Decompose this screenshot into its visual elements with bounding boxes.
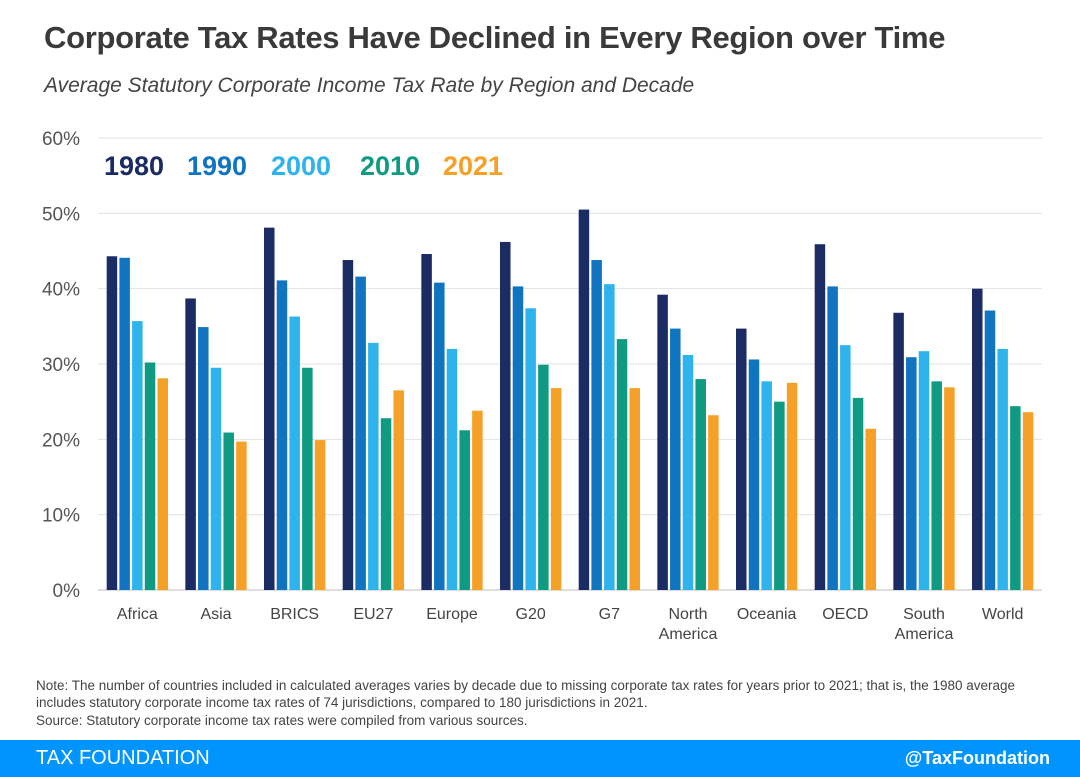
bar-1990	[591, 260, 602, 590]
footer-bar: TAX FOUNDATION @TaxFoundation	[0, 740, 1080, 777]
bar-2021	[944, 387, 955, 590]
x-tick-label: Africa	[117, 606, 158, 623]
bar-1980	[264, 227, 275, 590]
bar-1990	[512, 286, 524, 590]
chart-note: Note: The number of countries included i…	[36, 678, 1016, 710]
bar-2000	[446, 348, 458, 590]
x-tick-label: Oceania	[737, 606, 797, 623]
bar-1990	[434, 282, 445, 590]
bar-chart: 0% 10% 20% 30% 40% 50% 60% Africa Asia BRICS EU27 E…	[42, 129, 1042, 643]
bar-1980	[736, 328, 747, 590]
bar-2021	[393, 390, 404, 590]
bar-2000	[682, 354, 694, 590]
bar-2000	[604, 284, 615, 590]
bar-1980	[106, 256, 118, 590]
legend-item-1980: 1980	[104, 151, 164, 181]
x-tick-label: G20	[516, 606, 546, 623]
bar-1990	[276, 280, 288, 590]
bar-2010	[380, 418, 392, 590]
brand-name[interactable]: TAX FOUNDATION	[36, 747, 210, 769]
bar-2000	[210, 367, 222, 590]
x-tick-label: G7	[599, 606, 620, 623]
bar-2010	[302, 367, 313, 590]
bar-2010	[852, 397, 864, 590]
y-tick-label: 30%	[42, 355, 80, 376]
bar-2021	[314, 440, 326, 590]
x-tick-label: OECD	[822, 606, 868, 623]
bar-2000	[997, 348, 1008, 590]
bar-2021	[157, 378, 168, 590]
x-tick-label: World	[982, 606, 1024, 623]
bar-1990	[748, 359, 760, 590]
bar-1980	[657, 294, 668, 590]
bar-2000	[289, 316, 300, 590]
bar-2021	[1022, 412, 1034, 590]
bar-2000	[840, 345, 851, 590]
x-tick-label: EU27	[353, 606, 393, 623]
bar-2021	[786, 382, 798, 590]
legend-item-2021: 2021	[443, 151, 503, 181]
bar-2000	[918, 351, 930, 590]
y-tick-label: 40%	[42, 280, 80, 301]
chart-subtitle: Average Statutory Corporate Income Tax R…	[44, 74, 695, 97]
bar-2010	[931, 381, 942, 590]
chart-source: Source: Statutory corporate income tax r…	[36, 713, 528, 728]
bar-1990	[119, 257, 130, 590]
bar-2021	[472, 410, 483, 590]
bar-2000	[761, 381, 772, 590]
bar-1990	[355, 276, 366, 590]
bar-1980	[893, 312, 904, 590]
x-tick-label: BRICS	[270, 606, 319, 623]
bar-1980	[972, 288, 983, 590]
bar-2021	[629, 388, 640, 590]
bar-1990	[827, 286, 838, 590]
legend-item-1990: 1990	[187, 151, 247, 181]
bar-1990	[198, 327, 209, 590]
bar-1980	[500, 241, 511, 590]
x-tick-label: Europe	[426, 606, 478, 623]
x-tick-label: South	[903, 606, 945, 623]
y-tick-label: 10%	[42, 506, 80, 527]
bar-2010	[144, 362, 156, 590]
y-tick-label: 60%	[42, 129, 80, 150]
bar-2010	[459, 430, 470, 590]
bar-2000	[132, 321, 143, 590]
bar-1980	[185, 298, 196, 590]
bar-1980	[814, 244, 826, 590]
legend-item-2000: 2000	[271, 151, 331, 181]
bar-1980	[578, 209, 590, 591]
bar-2010	[774, 401, 785, 590]
x-tick-label: America	[895, 626, 954, 643]
bar-1980	[342, 260, 354, 590]
bar-1990	[670, 328, 681, 590]
legend-item-2010: 2010	[360, 151, 420, 181]
chart-title: Corporate Tax Rates Have Declined in Eve…	[44, 20, 946, 55]
bar-2021	[865, 428, 876, 590]
y-tick-label: 50%	[42, 204, 80, 225]
y-tick-label: 0%	[53, 581, 81, 602]
bar-2000	[525, 308, 536, 590]
bar-2000	[368, 342, 379, 590]
bar-2010	[538, 364, 549, 590]
bar-2010	[616, 339, 628, 590]
bar-2010	[1010, 406, 1021, 590]
brand-handle[interactable]: @TaxFoundation	[904, 748, 1050, 768]
bar-2010	[695, 379, 706, 590]
x-tick-label: Asia	[200, 606, 231, 623]
bar-2021	[236, 441, 247, 590]
bar-2021	[708, 415, 719, 590]
bar-1980	[421, 254, 432, 590]
x-tick-label: North	[668, 606, 707, 623]
y-tick-label: 20%	[42, 430, 80, 451]
x-tick-label: America	[659, 626, 718, 643]
bar-2010	[223, 432, 234, 590]
bar-2021	[550, 388, 562, 590]
bar-1990	[984, 310, 996, 590]
bar-1990	[906, 357, 917, 590]
